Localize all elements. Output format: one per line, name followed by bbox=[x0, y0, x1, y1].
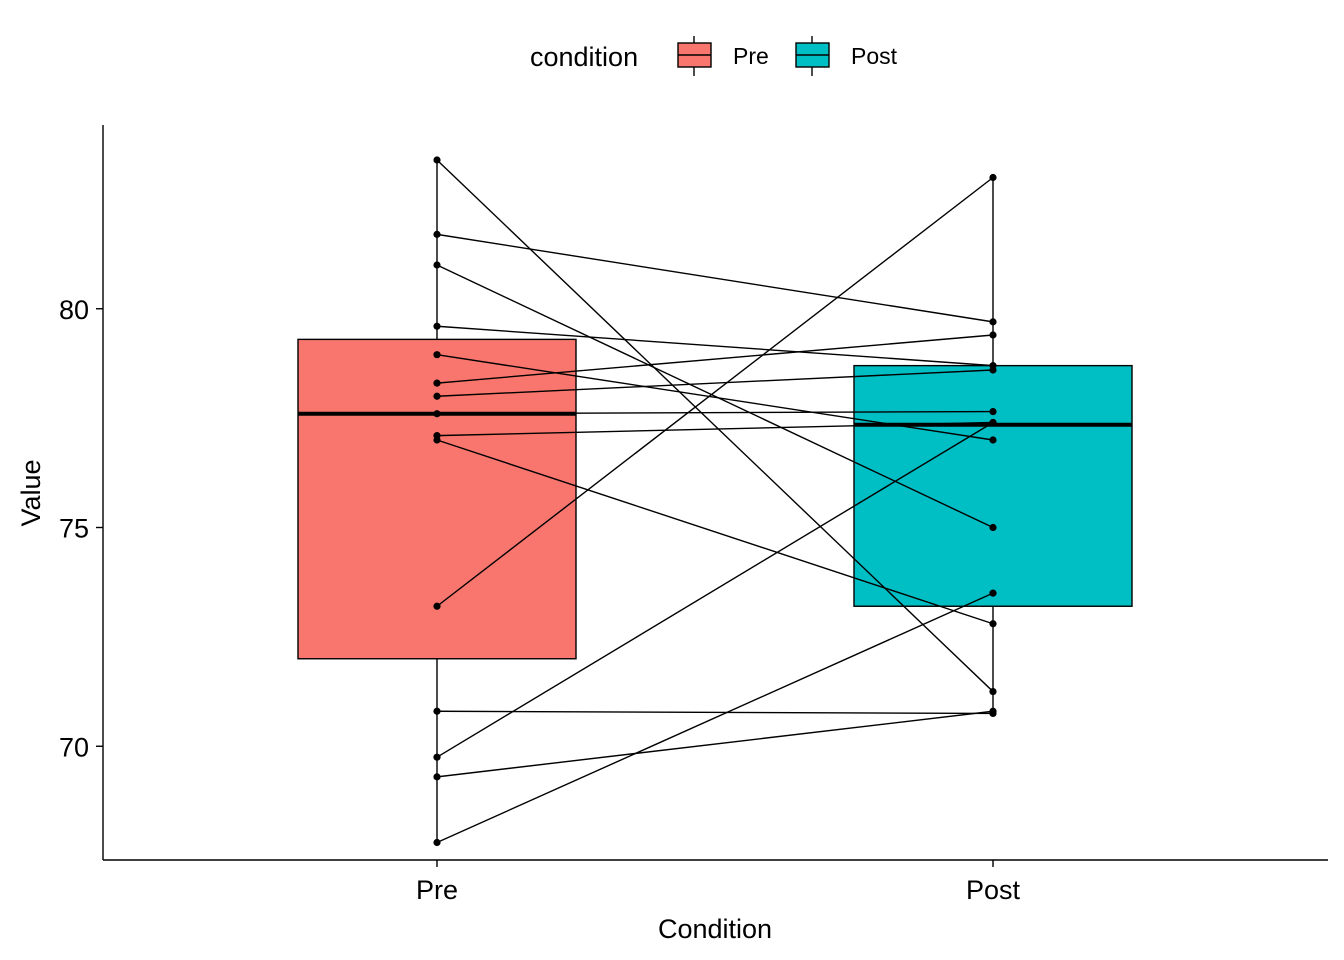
pair-lines bbox=[436, 159, 994, 844]
x-ticks: Pre Post bbox=[416, 860, 1021, 905]
x-tick-label-pre: Pre bbox=[416, 875, 458, 905]
point-pre-11 bbox=[433, 602, 441, 610]
pair-line-3 bbox=[436, 264, 994, 529]
y-ticks: 70 75 80 bbox=[59, 295, 103, 762]
point-pre-4 bbox=[433, 322, 441, 330]
x-axis-title: Condition bbox=[658, 914, 772, 944]
point-pre-14 bbox=[433, 773, 441, 781]
pair-line-7 bbox=[436, 369, 994, 397]
pair-line-15 bbox=[436, 592, 994, 844]
point-pre-2 bbox=[433, 230, 441, 238]
x-tick-label-post: Post bbox=[966, 875, 1021, 905]
pair-line-12 bbox=[436, 710, 994, 715]
point-pre-13 bbox=[433, 753, 441, 761]
point-post-7 bbox=[989, 366, 997, 374]
point-post-13 bbox=[989, 418, 997, 427]
pair-line-8 bbox=[436, 410, 994, 415]
pair-line-4 bbox=[436, 325, 994, 367]
boxes bbox=[297, 160, 1133, 843]
pair-line-13 bbox=[436, 421, 994, 758]
y-tick-label-80: 80 bbox=[59, 295, 89, 325]
point-pre-1 bbox=[433, 156, 441, 164]
point-pre-15 bbox=[433, 838, 441, 847]
point-post-3 bbox=[989, 523, 997, 532]
points bbox=[433, 156, 997, 847]
point-pre-8 bbox=[433, 410, 441, 418]
point-pre-12 bbox=[433, 707, 441, 715]
pair-line-11 bbox=[436, 176, 994, 607]
point-pre-10 bbox=[433, 436, 441, 444]
pair-line-6 bbox=[436, 334, 994, 384]
pair-line-10 bbox=[436, 439, 994, 625]
box-pre bbox=[297, 338, 577, 660]
point-post-6 bbox=[989, 331, 997, 339]
point-post-8 bbox=[989, 407, 997, 416]
legend-key-post bbox=[795, 36, 830, 76]
point-post-15 bbox=[989, 589, 997, 597]
point-post-14 bbox=[989, 707, 997, 715]
point-post-11 bbox=[989, 173, 997, 182]
pair-line-2 bbox=[436, 233, 994, 323]
legend-label-post: Post bbox=[851, 43, 898, 69]
y-tick-label-75: 75 bbox=[59, 514, 89, 544]
pair-line-14 bbox=[436, 710, 994, 778]
legend-key-pre bbox=[677, 36, 712, 76]
legend-title: condition bbox=[530, 42, 638, 72]
point-pre-5 bbox=[433, 351, 441, 359]
point-post-1 bbox=[989, 687, 997, 696]
point-pre-3 bbox=[433, 261, 441, 269]
y-tick-label-70: 70 bbox=[59, 732, 89, 762]
pair-line-9 bbox=[436, 421, 994, 437]
point-pre-6 bbox=[433, 379, 441, 387]
pair-line-5 bbox=[436, 353, 994, 441]
box-post bbox=[853, 364, 1133, 607]
legend-label-pre: Pre bbox=[733, 43, 769, 69]
y-axis-title: Value bbox=[16, 459, 46, 526]
point-post-10 bbox=[989, 620, 997, 628]
point-post-2 bbox=[989, 318, 997, 326]
legend: condition Pre Post bbox=[530, 36, 898, 76]
point-pre-7 bbox=[433, 392, 441, 400]
point-post-5 bbox=[989, 436, 997, 444]
